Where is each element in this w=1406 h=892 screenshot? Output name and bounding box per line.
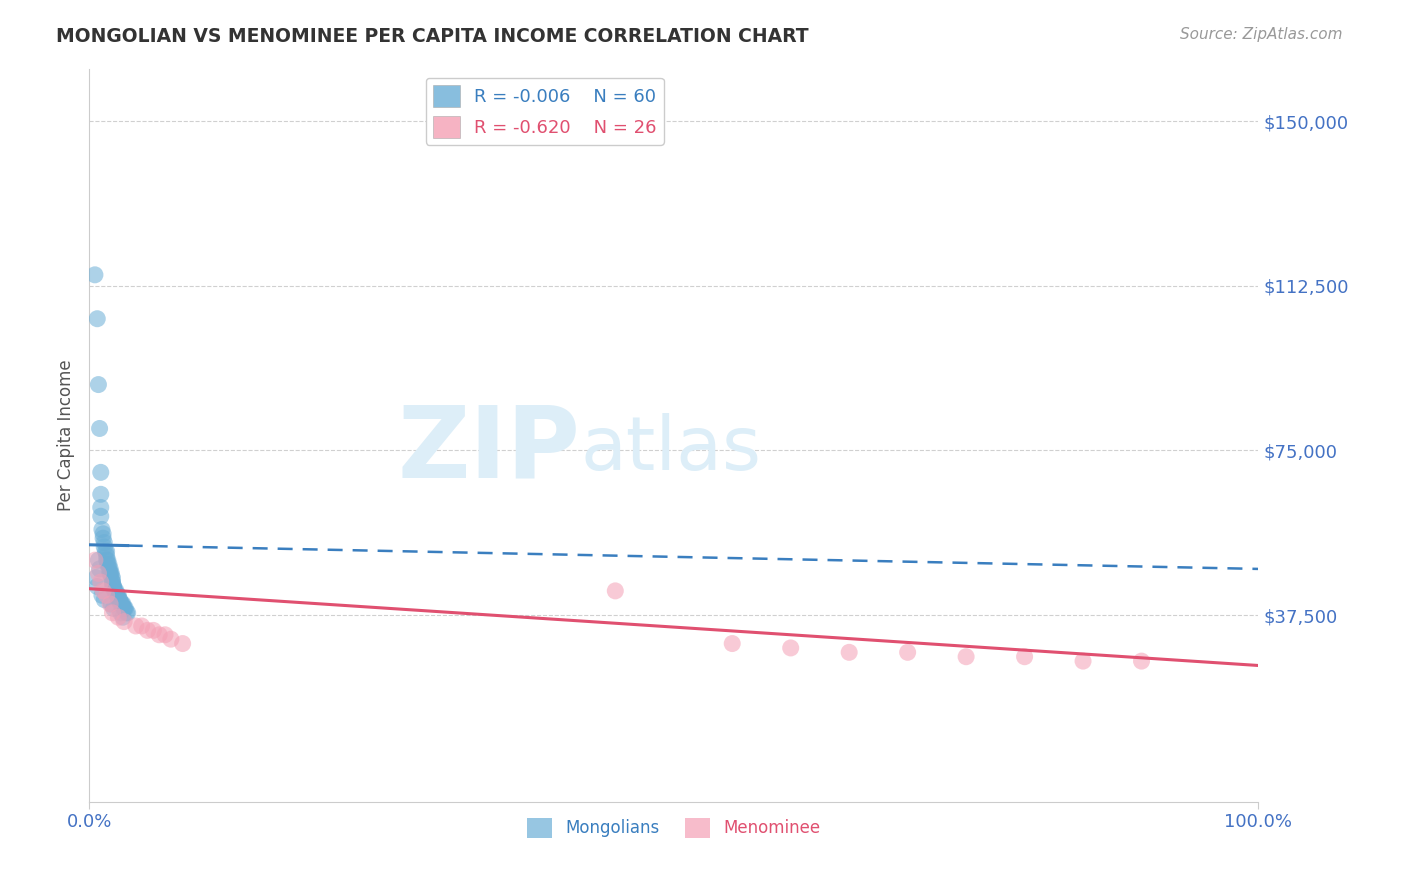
Point	[104, 583, 127, 598]
Point	[96, 549, 118, 563]
Point	[160, 632, 183, 647]
Point	[91, 583, 114, 598]
Y-axis label: Per Capita Income: Per Capita Income	[58, 359, 75, 511]
Point	[955, 649, 977, 664]
Point	[136, 624, 159, 638]
Point	[89, 562, 111, 576]
Point	[107, 588, 129, 602]
Point	[87, 553, 110, 567]
Point	[897, 645, 920, 659]
Point	[112, 601, 135, 615]
Point	[93, 540, 115, 554]
Text: Source: ZipAtlas.com: Source: ZipAtlas.com	[1180, 27, 1343, 42]
Point	[103, 601, 125, 615]
Point	[1130, 654, 1153, 668]
Point	[108, 592, 131, 607]
Point	[98, 562, 121, 576]
Legend: Mongolians, Menominee: Mongolians, Menominee	[520, 811, 827, 845]
Point	[1014, 649, 1036, 664]
Text: ZIP: ZIP	[398, 401, 581, 499]
Point	[104, 583, 127, 598]
Point	[100, 571, 122, 585]
Point	[97, 558, 120, 572]
Point	[90, 487, 112, 501]
Text: MONGOLIAN VS MENOMINEE PER CAPITA INCOME CORRELATION CHART: MONGOLIAN VS MENOMINEE PER CAPITA INCOME…	[56, 27, 808, 45]
Point	[108, 592, 131, 607]
Point	[115, 606, 138, 620]
Point	[111, 597, 134, 611]
Point	[721, 636, 744, 650]
Point	[103, 579, 125, 593]
Point	[103, 579, 125, 593]
Point	[91, 531, 114, 545]
Point	[97, 562, 120, 576]
Point	[87, 377, 110, 392]
Point	[84, 553, 107, 567]
Point	[90, 523, 112, 537]
Point	[91, 526, 114, 541]
Point	[98, 566, 121, 581]
Point	[111, 597, 134, 611]
Point	[110, 606, 132, 620]
Point	[1071, 654, 1094, 668]
Point	[84, 571, 107, 585]
Point	[90, 500, 112, 515]
Point	[110, 597, 132, 611]
Point	[117, 606, 139, 620]
Point	[94, 544, 117, 558]
Point	[142, 624, 165, 638]
Point	[86, 579, 108, 593]
Point	[86, 311, 108, 326]
Point	[172, 636, 194, 650]
Point	[107, 610, 129, 624]
Point	[838, 645, 860, 659]
Point	[96, 544, 118, 558]
Text: atlas: atlas	[581, 413, 761, 486]
Point	[111, 597, 134, 611]
Point	[101, 575, 124, 590]
Point	[84, 268, 107, 282]
Point	[96, 553, 118, 567]
Point	[93, 535, 115, 549]
Point	[131, 619, 153, 633]
Point	[112, 601, 135, 615]
Point	[89, 421, 111, 435]
Point	[111, 610, 134, 624]
Point	[107, 592, 129, 607]
Point	[101, 575, 124, 590]
Point	[112, 615, 135, 629]
Point	[148, 628, 170, 642]
Point	[87, 566, 110, 581]
Point	[101, 571, 124, 585]
Point	[98, 597, 121, 611]
Point	[100, 597, 122, 611]
Point	[98, 566, 121, 581]
Point	[104, 583, 127, 598]
Point	[93, 592, 115, 607]
Point	[779, 640, 801, 655]
Point	[96, 588, 118, 602]
Point	[90, 588, 112, 602]
Point	[90, 509, 112, 524]
Point	[101, 579, 124, 593]
Point	[90, 575, 112, 590]
Point	[114, 601, 136, 615]
Point	[105, 588, 128, 602]
Point	[125, 619, 148, 633]
Point	[97, 558, 120, 572]
Point	[90, 466, 112, 480]
Point	[605, 583, 627, 598]
Point	[101, 606, 124, 620]
Point	[105, 588, 128, 602]
Point	[100, 566, 122, 581]
Point	[97, 553, 120, 567]
Point	[153, 628, 176, 642]
